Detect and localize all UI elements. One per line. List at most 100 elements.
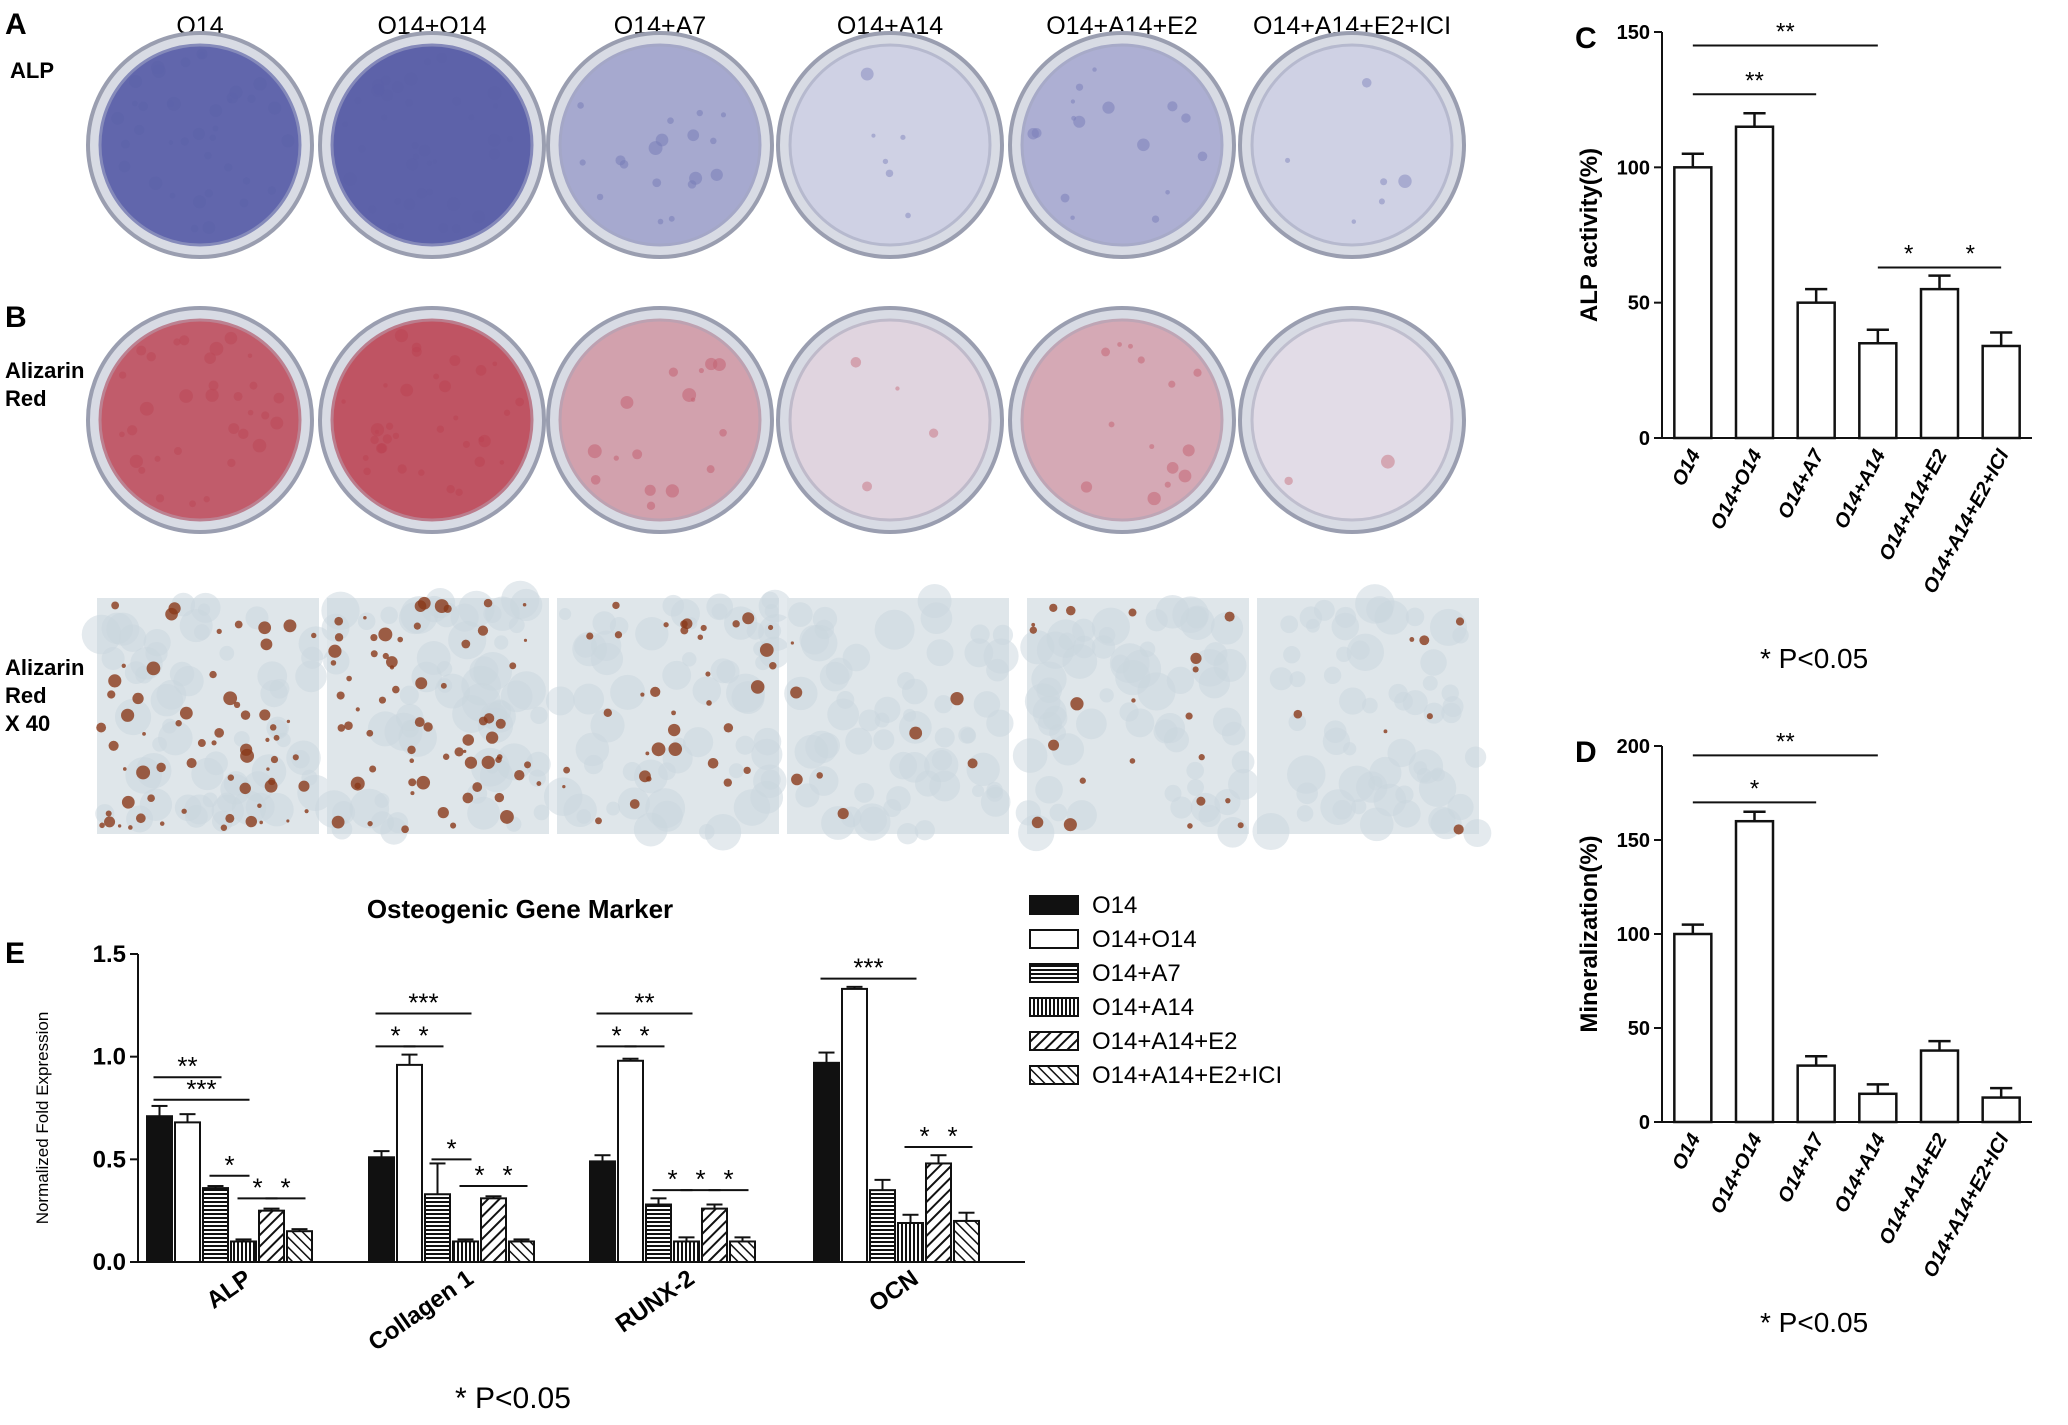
E-bar-1-0 <box>368 1156 395 1264</box>
micrograph-spot-2-5 <box>705 671 711 677</box>
micrograph-spot-4-0 <box>1129 758 1136 764</box>
micrograph-texture-3-57 <box>886 786 911 811</box>
micrograph-spot-1-43 <box>415 677 428 690</box>
micrograph-spot-2-16 <box>650 686 661 698</box>
alizarin-plate-speck-0-14 <box>227 458 236 468</box>
micrograph-spot-0-25 <box>186 758 197 769</box>
alizarin-plate-speck-1-26 <box>462 440 470 448</box>
E-legend-swatch-4 <box>1029 1031 1079 1051</box>
micrograph-spot-0-6 <box>234 620 243 629</box>
micrograph-spot-0-62 <box>311 632 317 639</box>
alp-plate-well-4 <box>1020 43 1224 247</box>
micrograph-spot-3-2 <box>791 773 803 786</box>
E-category-label-0: ALP <box>202 1265 257 1315</box>
alizarin-plate-speck-1-30 <box>433 373 440 380</box>
E-bar-0-0 <box>146 1115 173 1264</box>
alp-plate-speck-4-15 <box>1027 128 1039 140</box>
micrograph-texture-4-57 <box>1164 784 1182 802</box>
micrograph-texture-1-59 <box>530 706 548 725</box>
micrograph-texture-1-48 <box>367 711 403 747</box>
micrograph-spot-0-14 <box>269 724 277 731</box>
alp-plate-speck-4-11 <box>1070 99 1076 104</box>
micrograph-spot-4-16 <box>1225 798 1231 804</box>
micrograph-spot-1-6 <box>416 775 431 790</box>
alp-plate-speck-1-21 <box>488 148 500 160</box>
micrograph-texture-5-4 <box>1339 687 1367 715</box>
alizarin-plate-speck-1-9 <box>449 355 461 366</box>
micrograph-texture-5-56 <box>1442 696 1464 718</box>
micrograph-texture-4-58 <box>1042 705 1068 731</box>
chart-osteogenic-gene-marker: Osteogenic Gene Marker 0.0 0.5 1.0 1.5 Normal… <box>33 892 1282 1415</box>
micrograph-texture-4-22 <box>1076 708 1107 740</box>
E-bar-3-1 <box>841 987 868 1263</box>
micrograph-spot-2-30 <box>759 643 774 657</box>
micrograph-texture-5-46 <box>1331 612 1360 641</box>
alp-plate-speck-4-6 <box>1151 215 1160 223</box>
micrograph-spot-0-13 <box>258 621 272 635</box>
micrograph-spot-0-51 <box>286 819 290 823</box>
alp-plate-speck-4-4 <box>1137 138 1150 152</box>
micrograph-texture-5-43 <box>1374 600 1409 635</box>
alizarin-plate-well-3 <box>788 318 992 522</box>
micrograph-spot-1-41 <box>369 765 377 773</box>
alp-plate-speck-3-3 <box>885 169 894 178</box>
E-bar-0-1 <box>174 1121 201 1263</box>
C-sig-label-2a: * <box>1904 240 1913 267</box>
alizarin-plate-speck-4-6 <box>1182 444 1195 457</box>
micrograph-spot-1-30 <box>500 810 514 824</box>
micrograph-spot-5-6 <box>1383 729 1388 734</box>
micrograph-texture-4-46 <box>1058 632 1076 650</box>
micrograph-spot-3-5 <box>967 758 978 769</box>
alizarin-plate-speck-0-9 <box>173 338 181 346</box>
E-sig-label-7: * <box>418 1020 428 1050</box>
alp-plate-speck-2-2 <box>696 109 703 117</box>
E-bar-0-3 <box>230 1240 257 1264</box>
alp-plate-speck-4-5 <box>1197 151 1208 162</box>
alizarin-plate-speck-0-15 <box>173 447 182 456</box>
alizarin-plate-speck-1-5 <box>370 435 379 445</box>
alizarin-plate-speck-2-9 <box>690 397 696 402</box>
alp-plate-speck-1-36 <box>342 121 348 127</box>
alizarin-plate-speck-0-24 <box>139 401 154 416</box>
micrograph-texture-3-8 <box>926 639 954 667</box>
micrograph-spot-0-38 <box>111 601 120 610</box>
micrograph-texture-5-18 <box>1464 746 1487 768</box>
micrograph-texture-0-49 <box>185 805 208 828</box>
micrograph-spot-1-55 <box>382 652 389 660</box>
micrograph-spot-1-10 <box>331 815 345 829</box>
alizarin-plate-speck-2-6 <box>644 484 656 496</box>
alp-plate-speck-0-12 <box>242 177 251 185</box>
alizarin-plate-well-4 <box>1020 318 1224 522</box>
alp-plate-speck-2-16 <box>648 141 663 155</box>
alizarin-plate-speck-4-3 <box>1117 342 1122 347</box>
micrograph-spot-0-4 <box>214 727 225 738</box>
alp-plate-speck-0-11 <box>134 124 145 136</box>
alizarin-plate-speck-2-0 <box>587 444 602 459</box>
micrograph-spot-3-7 <box>816 772 823 779</box>
micrograph-texture-1-27 <box>525 751 551 777</box>
micrograph-spot-1-66 <box>523 638 528 642</box>
E-sig-label-13: * <box>639 1020 649 1050</box>
micrograph-texture-5-30 <box>1332 800 1352 820</box>
micrograph-texture-2-46 <box>710 658 736 684</box>
micrograph-spot-0-58 <box>259 709 271 721</box>
micrograph-spot-2-15 <box>645 751 650 756</box>
alizarin-plate-speck-1-7 <box>436 425 445 433</box>
micrograph-texture-3-36 <box>836 690 855 709</box>
D-ytick-label-50: 50 <box>1628 1018 1650 1040</box>
alizarin-plate-speck-0-28 <box>179 389 193 403</box>
E-legend-label-0: O14 <box>1092 892 1137 919</box>
micrograph-spot-4-1 <box>1066 605 1076 616</box>
alizarin-plate-well-0 <box>98 318 302 522</box>
micrograph-spot-1-7 <box>524 761 532 769</box>
E-bar-3-4 <box>925 1162 952 1263</box>
micrograph-texture-5-39 <box>1350 640 1370 660</box>
micrograph-spot-0-24 <box>107 690 116 699</box>
micrograph-spot-0-57 <box>283 619 297 633</box>
alizarin-plate-speck-1-0 <box>455 488 463 496</box>
alizarin-plate-speck-0-2 <box>119 371 127 379</box>
micrograph-spot-2-11 <box>629 799 640 809</box>
micrograph-texture-2-54 <box>735 735 755 755</box>
micrograph-texture-1-33 <box>533 804 550 821</box>
E-bar-1-1 <box>396 1063 423 1263</box>
